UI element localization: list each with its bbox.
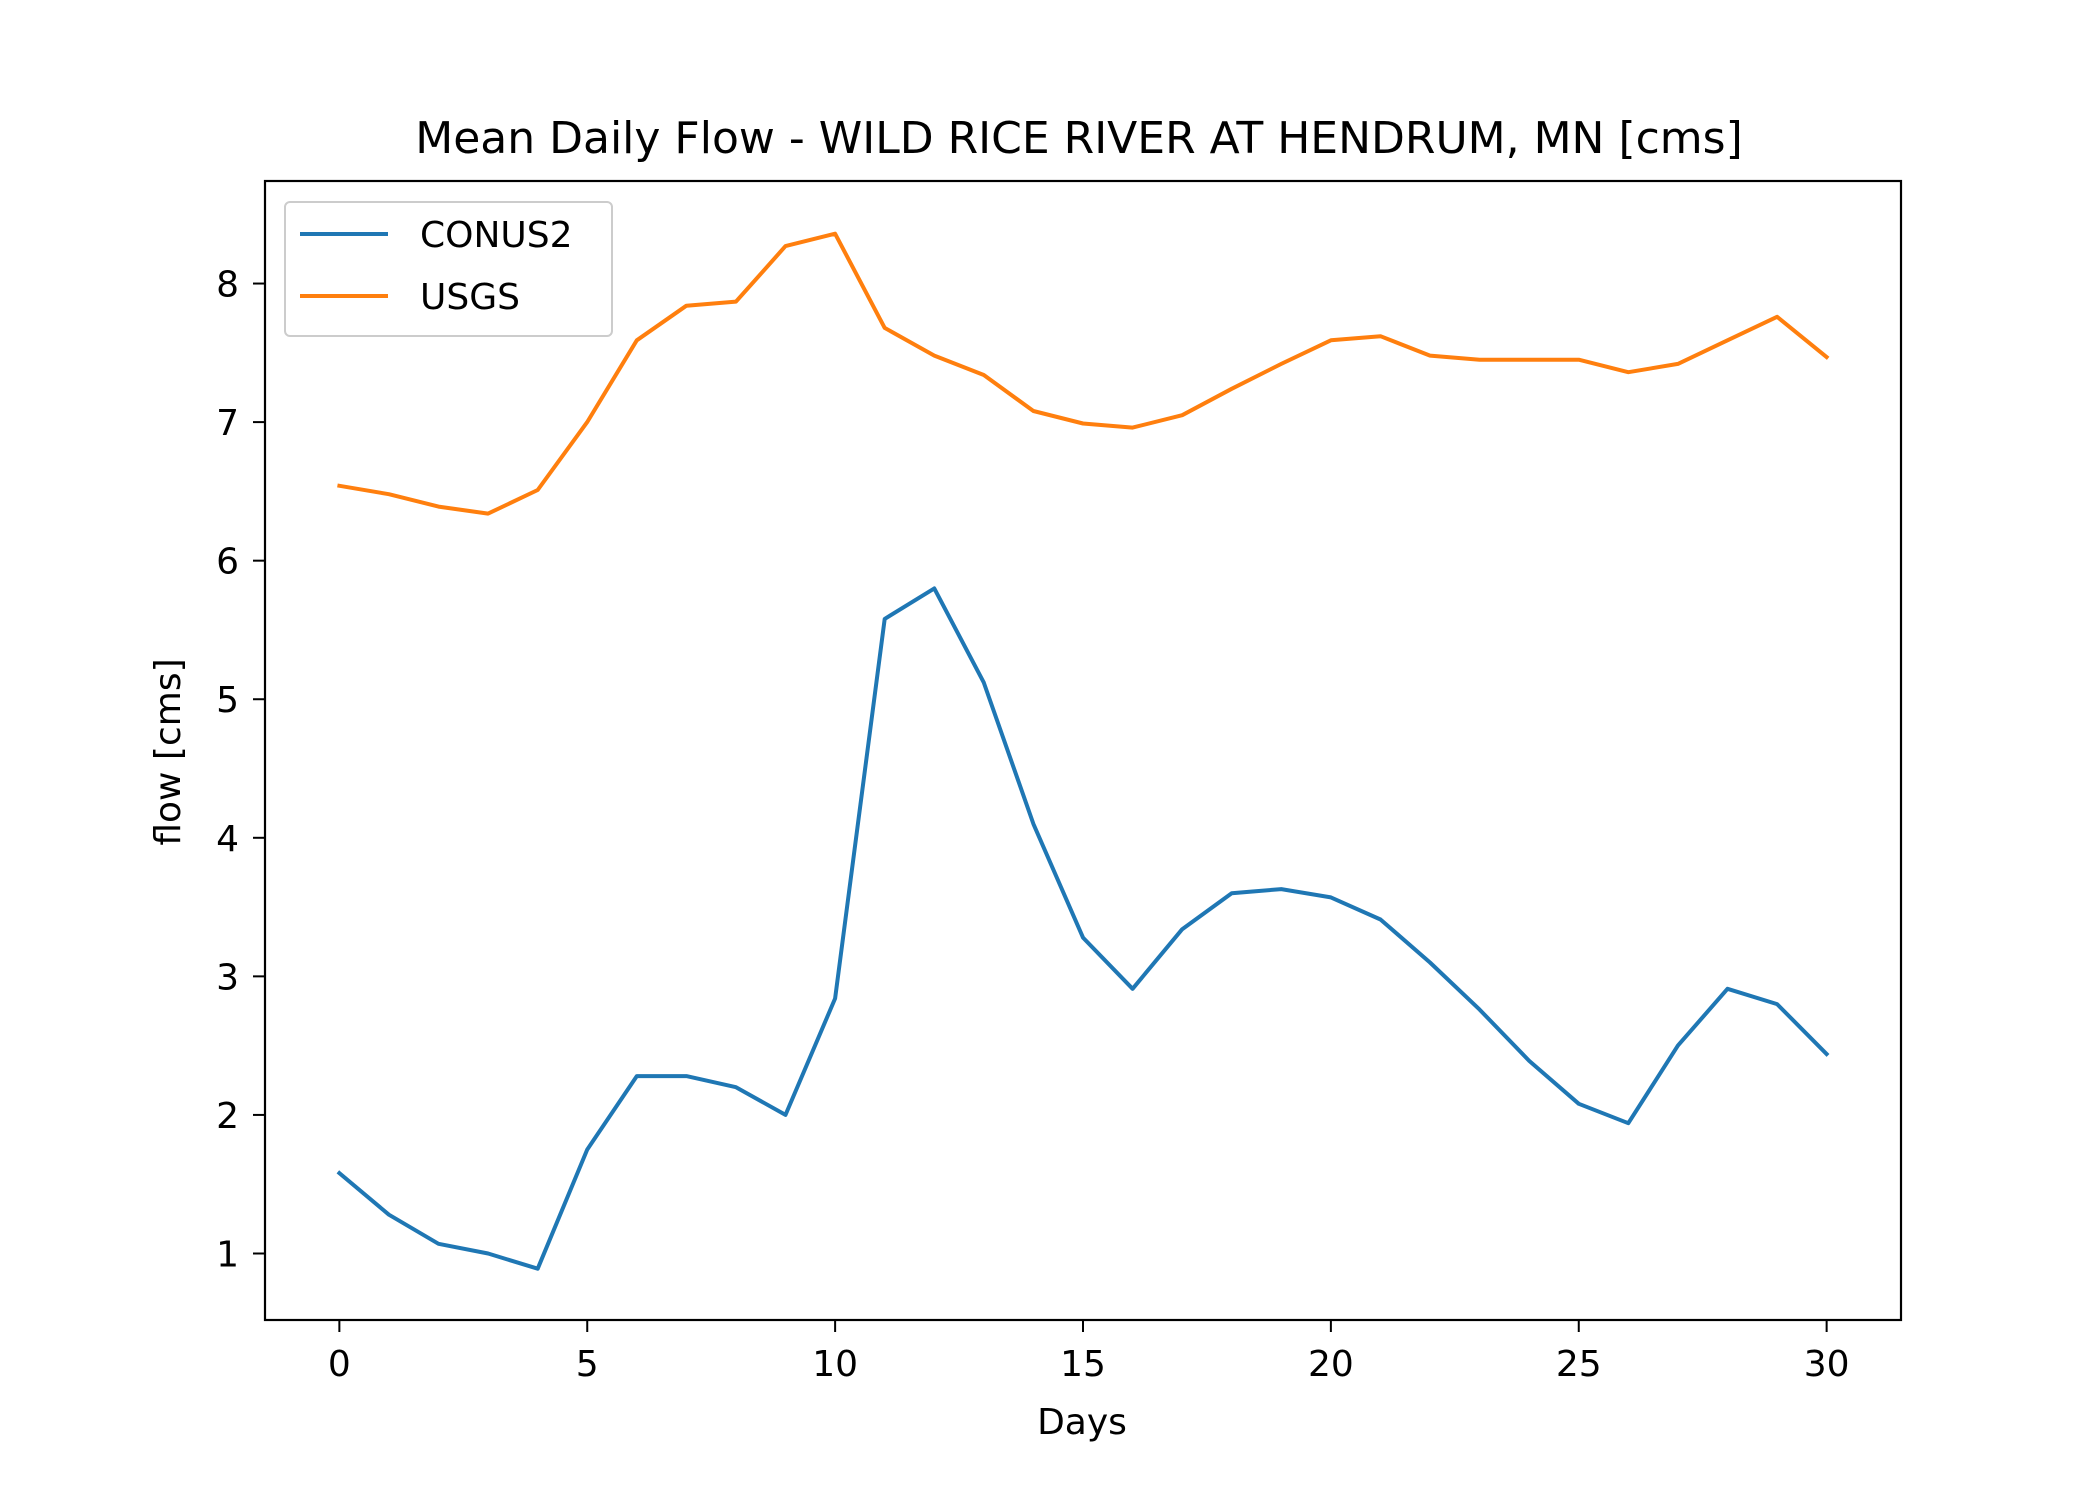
x-tick-label: 20 — [1308, 1344, 1354, 1385]
x-axis-ticks: 0 5 10 15 20 25 30 — [328, 1320, 1850, 1385]
x-axis-label: Days — [1037, 1402, 1127, 1443]
legend-label-conus2: CONUS2 — [420, 215, 573, 256]
y-tick-label: 7 — [216, 403, 239, 444]
x-tick-label: 15 — [1060, 1344, 1106, 1385]
y-tick-label: 5 — [216, 680, 239, 721]
plot-area-frame — [263, 179, 1903, 1322]
x-tick-label: 30 — [1804, 1344, 1850, 1385]
y-tick-label: 1 — [216, 1234, 239, 1275]
x-tick-label: 25 — [1556, 1344, 1602, 1385]
x-tick-label: 0 — [328, 1344, 351, 1385]
legend-label-usgs: USGS — [420, 277, 520, 318]
y-tick-label: 4 — [216, 819, 239, 860]
series-layer — [336, 231, 1830, 1271]
legend: CONUS2 USGS — [284, 201, 613, 337]
x-tick-label: 5 — [576, 1344, 599, 1385]
y-axis-ticks: 1 2 3 4 5 6 7 8 — [216, 265, 265, 1275]
chart-title: Mean Daily Flow - WILD RICE RIVER AT HEN… — [415, 113, 1743, 164]
series-line-conus2 — [336, 586, 1830, 1271]
series-line-usgs — [337, 231, 1830, 516]
y-tick-label: 2 — [216, 1096, 239, 1137]
y-tick-label: 8 — [216, 265, 239, 306]
y-tick-label: 6 — [216, 542, 239, 583]
y-tick-label: 3 — [216, 957, 239, 998]
x-tick-label: 10 — [812, 1344, 858, 1385]
y-axis-label: flow [cms] — [148, 658, 189, 845]
